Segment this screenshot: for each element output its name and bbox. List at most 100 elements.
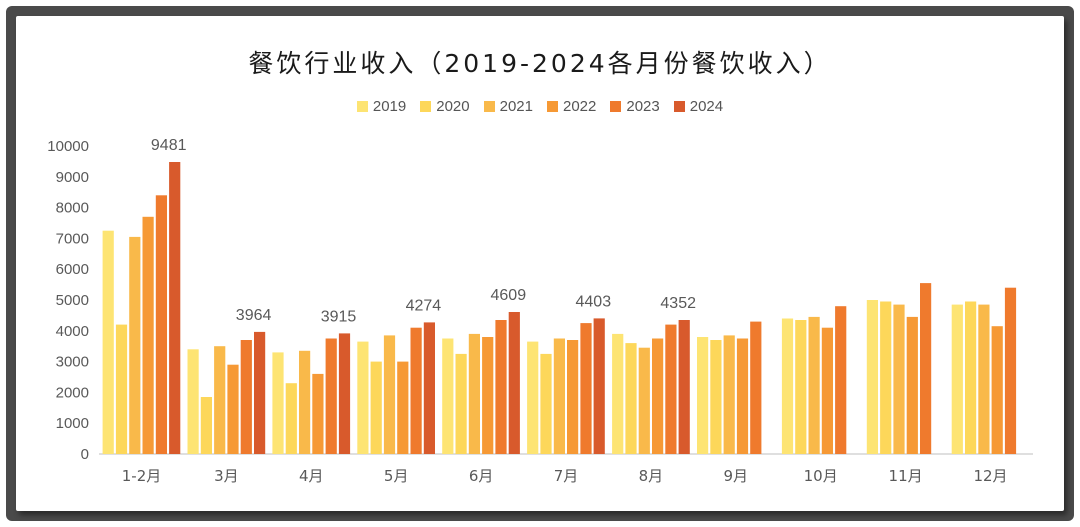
bar-2023-7月 <box>580 323 592 454</box>
bar-2021-6月 <box>468 333 480 454</box>
x-tick-label: 5月 <box>384 467 409 485</box>
bar-2023-5月 <box>410 327 422 454</box>
bar-2020-10月 <box>795 320 807 454</box>
bar-2022-12月 <box>991 326 1003 454</box>
bar-2019-8月 <box>612 333 624 454</box>
bar-2021-5月 <box>383 335 396 454</box>
y-tick-label: 5000 <box>56 292 89 309</box>
bar-2024-8月 <box>678 320 690 454</box>
bar-2022-4月 <box>312 373 324 454</box>
bar-2020-7月 <box>540 353 552 454</box>
legend-label: 2020 <box>436 98 470 115</box>
bar-2019-5月 <box>357 341 369 454</box>
bar-2019-1-2月 <box>102 230 114 454</box>
bar-2023-8月 <box>665 324 677 454</box>
x-tick-label: 7月 <box>554 467 579 485</box>
bar-2019-3月 <box>187 349 199 454</box>
legend-item-2019: 2019 <box>356 98 407 115</box>
bar-2024-3月 <box>254 331 266 454</box>
data-label-2024: 4352 <box>660 295 696 312</box>
legend-swatch <box>547 101 558 112</box>
data-label-2024: 9481 <box>151 137 187 154</box>
bar-2024-5月 <box>423 322 435 454</box>
x-tick-label: 4月 <box>299 467 324 485</box>
bar-2021-7月 <box>553 338 565 454</box>
legend-item-2022: 2022 <box>547 98 596 115</box>
legend-label: 2024 <box>689 98 724 115</box>
bar-2020-12月 <box>965 301 977 454</box>
bar-2020-9月 <box>710 340 722 454</box>
bar-chart: 0 1000 2000 3000 4000 5000 6000 7000 8000 9000 100… <box>47 137 1033 485</box>
bar-2019-12月 <box>951 304 963 454</box>
bar-2021-10月 <box>808 316 820 454</box>
y-tick-label: 4000 <box>56 323 89 340</box>
legend-swatch <box>420 101 432 112</box>
bar-2023-9月 <box>750 321 762 454</box>
bar-2019-6月 <box>442 338 454 454</box>
legend-swatch <box>356 101 368 112</box>
bar-2020-1-2月 <box>115 324 128 454</box>
bar-2019-7月 <box>527 341 539 454</box>
bar-2019-9月 <box>697 337 709 454</box>
bar-2023-4月 <box>325 338 337 454</box>
bar-2023-12月 <box>1004 287 1017 454</box>
bar-2022-3月 <box>227 364 239 454</box>
bar-2022-1-2月 <box>142 216 154 454</box>
y-tick-label: 8000 <box>56 200 89 217</box>
bar-2023-1-2月 <box>155 195 167 455</box>
bar-2021-9月 <box>723 335 735 454</box>
x-tick-label: 11月 <box>889 467 923 485</box>
legend-swatch <box>483 101 495 112</box>
bar-2020-6月 <box>455 353 467 454</box>
bar-2022-5月 <box>397 361 409 454</box>
data-label-2024: 4403 <box>576 293 612 310</box>
bar-2020-11月 <box>880 301 892 454</box>
bar-2019-10月 <box>781 318 794 454</box>
legend-item-2021: 2021 <box>483 98 533 115</box>
data-label-2024: 4274 <box>406 297 442 314</box>
bar-2021-3月 <box>214 346 226 454</box>
bar-2021-4月 <box>299 350 311 454</box>
x-tick-label: 3月 <box>214 467 239 485</box>
bar-2021-12月 <box>978 304 990 454</box>
bar-2024-1-2月 <box>169 162 181 454</box>
x-tick-label: 6月 <box>469 467 494 485</box>
bar-2022-9月 <box>736 338 749 454</box>
bar-2020-4月 <box>285 383 297 454</box>
chart-legend: 2019 2020 2021 2022 2023 2024 <box>16 98 1064 115</box>
data-label-2024: 4609 <box>491 287 527 304</box>
y-tick-label: 6000 <box>56 261 89 278</box>
data-label-2024: 3915 <box>321 308 357 325</box>
legend-item-2024: 2024 <box>673 98 724 115</box>
bar-2023-11月 <box>920 283 932 454</box>
y-tick-label: 7000 <box>56 230 89 247</box>
legend-item-2020: 2020 <box>420 98 470 115</box>
legend-label: 2021 <box>499 98 533 115</box>
bar-2024-7月 <box>593 318 605 454</box>
x-tick-label: 10月 <box>804 467 838 485</box>
bar-2019-11月 <box>866 300 878 454</box>
bar-2020-5月 <box>370 361 382 454</box>
legend-label: 2023 <box>626 98 660 115</box>
bar-2020-3月 <box>200 397 212 454</box>
data-label-2024: 3964 <box>236 307 272 324</box>
bar-2021-11月 <box>893 304 905 454</box>
bar-2024-6月 <box>508 312 520 454</box>
legend-label: 2022 <box>563 98 597 115</box>
legend-label: 2019 <box>372 98 407 115</box>
x-tick-label: 1-2月 <box>122 467 162 485</box>
y-tick-label: 0 <box>81 446 89 463</box>
x-tick-label: 9月 <box>724 467 749 485</box>
legend-swatch <box>673 101 685 112</box>
bar-2022-10月 <box>821 327 833 454</box>
y-tick-label: 9000 <box>56 169 89 186</box>
x-tick-label: 12月 <box>973 467 1007 485</box>
bar-2023-3月 <box>240 340 252 454</box>
bar-2022-8月 <box>652 338 664 454</box>
chart-panel: 餐饮行业收入（2019-2024各月份餐饮收入） 2019 2020 2021 202… <box>16 16 1064 511</box>
bar-2022-11月 <box>906 316 918 454</box>
bar-2020-8月 <box>625 343 637 454</box>
y-tick-label: 3000 <box>56 354 89 371</box>
bar-2023-6月 <box>495 320 507 454</box>
bar-2021-1-2月 <box>129 236 141 454</box>
